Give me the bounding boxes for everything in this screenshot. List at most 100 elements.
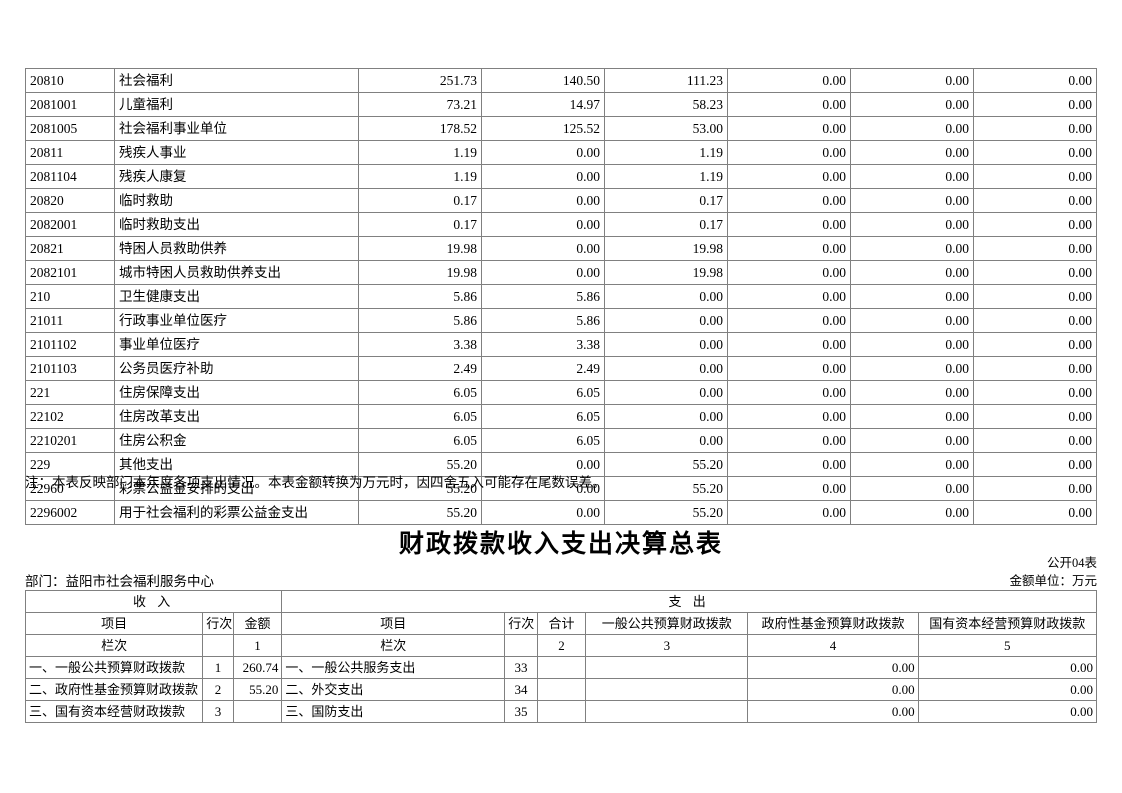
cell-amount: 0.00 <box>850 140 974 165</box>
cell-amount: 6.05 <box>358 428 482 453</box>
cell-amount: 0.00 <box>973 356 1097 381</box>
cell-amount: 0.00 <box>850 500 974 525</box>
page-title: 财政拨款收入支出决算总表 <box>398 531 723 558</box>
cell-amount: 6.05 <box>481 380 605 405</box>
cell-amount: 0.17 <box>604 188 728 213</box>
cell-amount: 0.00 <box>727 452 851 477</box>
cell-amount: 0.00 <box>727 500 851 525</box>
cell-government-fund-budget: 0.00 <box>747 678 919 701</box>
table-row: 2082101 城市特困人员救助供养支出 19.98 0.00 19.98 0.00 0.0… <box>25 260 1097 285</box>
cell-amount: 0.00 <box>973 116 1097 141</box>
cell-budget-code: 21011 <box>25 308 115 333</box>
cell-amount: 5.86 <box>358 284 482 309</box>
cell-amount: 0.00 <box>481 500 605 525</box>
expenditure-detail-table: 20810 社会福利 251.73 140.50 111.23 0.00 0.00 0.00 2… <box>25 68 1097 525</box>
cell-amount: 0.17 <box>358 212 482 237</box>
cell-income-line: 3 <box>202 700 234 723</box>
cell-amount: 0.00 <box>850 476 974 501</box>
cell-budget-code: 22102 <box>25 404 115 429</box>
table-row: 2210201 住房公积金 6.05 6.05 0.00 0.00 0.00 0.00 <box>25 428 1097 453</box>
cell-item-name: 其他支出 <box>114 452 359 477</box>
table-row: 二、政府性基金预算财政拨款 2 55.20 二、外交支出 34 0.00 0.00 <box>24 678 1098 701</box>
cell-amount: 0.00 <box>727 212 851 237</box>
cell-amount: 0.00 <box>481 476 605 501</box>
cell-amount: 0.00 <box>973 308 1097 333</box>
table-row: 20810 社会福利 251.73 140.50 111.23 0.00 0.00 0.00 <box>25 68 1097 93</box>
cell-amount: 0.00 <box>850 164 974 189</box>
cell-amount: 0.00 <box>481 452 605 477</box>
cell-amount: 0.00 <box>481 188 605 213</box>
cell-amount: 0.00 <box>727 284 851 309</box>
cell-item-name: 卫生健康支出 <box>114 284 359 309</box>
table-column-header-row: 项目 行次 金额 项目 行次 合计 一般公共预算财政拨款 政府性基金预算财政拨款… <box>24 612 1098 635</box>
cell-amount: 0.00 <box>973 380 1097 405</box>
cell-amount: 0.00 <box>604 404 728 429</box>
cell-item-name: 社会福利事业单位 <box>114 116 359 141</box>
cell-budget-code: 2101103 <box>25 356 115 381</box>
table-row: 2081001 儿童福利 73.21 14.97 58.23 0.00 0.00 0.00 <box>25 92 1097 117</box>
cell-item-name: 城市特困人员救助供养支出 <box>114 260 359 285</box>
cell-expenditure-line: 34 <box>504 678 538 701</box>
cell-budget-code: 2081104 <box>25 164 115 189</box>
table-row: 2081005 社会福利事业单位 178.52 125.52 53.00 0.00 0.00… <box>25 116 1097 141</box>
cell-amount: 6.05 <box>481 404 605 429</box>
cell-soe-capital-budget: 0.00 <box>917 656 1098 679</box>
fiscal-appropriation-head: 收 入 支 出 项目 行次 金额 项目 行次 合计 一般公共预算财政拨款 政府性… <box>24 590 1098 657</box>
cell-amount: 178.52 <box>358 116 482 141</box>
cell-amount: 14.97 <box>481 92 605 117</box>
cell-item-name: 行政事业单位医疗 <box>114 308 359 333</box>
cell-amount: 58.23 <box>604 92 728 117</box>
cell-budget-code: 2081005 <box>25 116 115 141</box>
cell-amount: 5.86 <box>481 284 605 309</box>
cell-amount: 0.00 <box>850 452 974 477</box>
header-income-line: 行次 <box>202 612 234 635</box>
cell-item-name: 残疾人事业 <box>114 140 359 165</box>
cell-amount: 55.20 <box>604 452 728 477</box>
income-group-header: 收 入 <box>24 590 283 613</box>
cell-soe-capital-budget: 0.00 <box>917 700 1098 723</box>
cell-budget-code: 20821 <box>25 236 115 261</box>
cell-amount: 0.00 <box>973 284 1097 309</box>
cell-budget-code: 2296002 <box>25 500 115 525</box>
fiscal-appropriation-body: 一、一般公共预算财政拨款 1 260.74 一、一般公共服务支出 33 0.00 0.00 二… <box>24 656 1098 723</box>
cell-general-public-budget <box>585 700 749 723</box>
cell-amount: 0.00 <box>850 116 974 141</box>
cell-general-public-budget <box>585 656 749 679</box>
department-label: 部门：益阳市社会福利服务中心 <box>25 574 214 589</box>
cell-amount: 2.49 <box>481 356 605 381</box>
expenditure-detail-table-wrap: 20810 社会福利 251.73 140.50 111.23 0.00 0.00 0.00 2… <box>25 68 1097 525</box>
cell-amount: 0.00 <box>727 92 851 117</box>
cell-item-name: 儿童福利 <box>114 92 359 117</box>
table-row: 2082001 临时救助支出 0.17 0.00 0.17 0.00 0.00 0.00 <box>25 212 1097 237</box>
cell-amount: 0.00 <box>973 140 1097 165</box>
cell-amount: 73.21 <box>358 92 482 117</box>
column-index-income-line <box>202 634 234 657</box>
header-expenditure-item: 项目 <box>281 612 506 635</box>
cell-budget-code: 2082101 <box>25 260 115 285</box>
cell-income-item: 三、国有资本经营财政拨款 <box>24 700 204 723</box>
header-general-public-budget: 一般公共预算财政拨款 <box>585 612 749 635</box>
column-index-expenditure-line <box>504 634 538 657</box>
cell-amount: 0.00 <box>604 380 728 405</box>
cell-amount: 55.20 <box>358 500 482 525</box>
cell-amount: 0.00 <box>727 188 851 213</box>
cell-amount: 55.20 <box>358 452 482 477</box>
cell-budget-code: 2081001 <box>25 92 115 117</box>
cell-amount: 1.19 <box>358 164 482 189</box>
cell-amount: 0.00 <box>850 308 974 333</box>
cell-amount: 53.00 <box>604 116 728 141</box>
cell-amount: 0.00 <box>973 68 1097 93</box>
cell-government-fund-budget: 0.00 <box>747 700 919 723</box>
table-row: 20820 临时救助 0.17 0.00 0.17 0.00 0.00 0.00 <box>25 188 1097 213</box>
header-soe-capital-budget: 国有资本经营预算财政拨款 <box>917 612 1098 635</box>
cell-expenditure-line: 35 <box>504 700 538 723</box>
column-index-soe-capital-budget: 5 <box>917 634 1098 657</box>
cell-amount: 2.49 <box>358 356 482 381</box>
cell-amount: 0.00 <box>481 140 605 165</box>
header-income-amount: 金额 <box>232 612 283 635</box>
cell-amount: 0.00 <box>850 380 974 405</box>
cell-budget-code: 20820 <box>25 188 115 213</box>
cell-amount: 3.38 <box>481 332 605 357</box>
cell-amount: 0.00 <box>973 428 1097 453</box>
